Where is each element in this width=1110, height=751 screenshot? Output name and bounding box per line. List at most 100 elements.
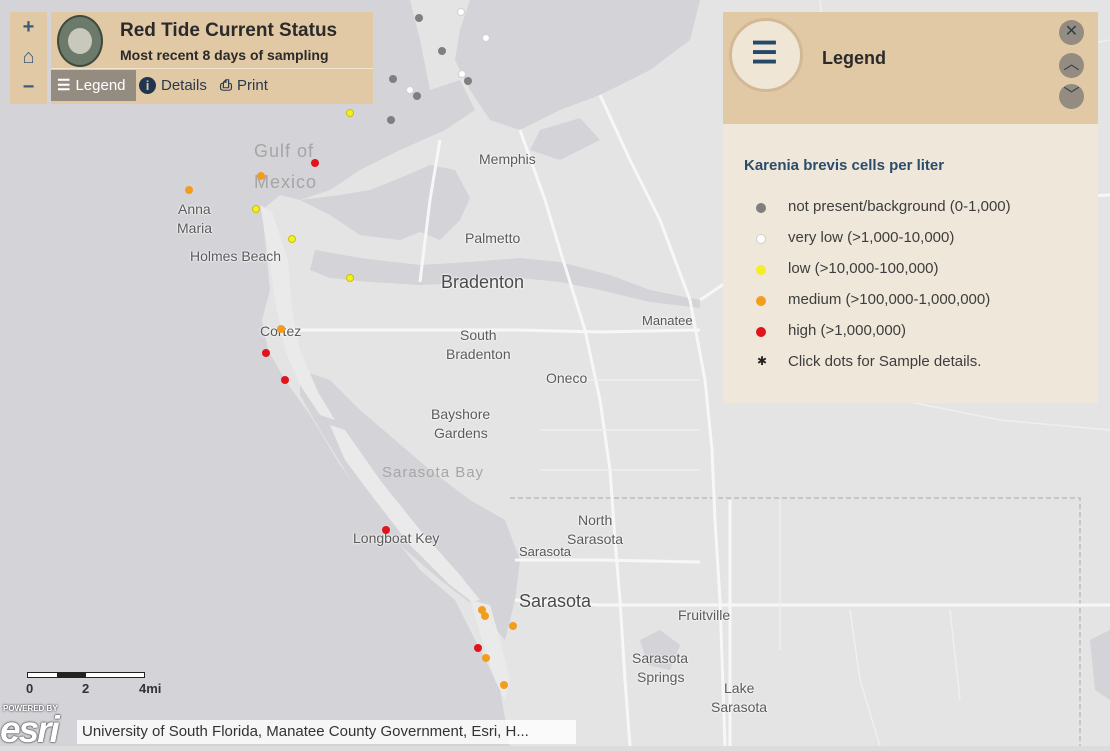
info-icon: i: [139, 77, 156, 94]
sample-dot-not-present[interactable]: [438, 47, 446, 55]
sample-dot-low[interactable]: [288, 235, 296, 243]
sample-dot-medium[interactable]: [185, 186, 193, 194]
label-fruitville: Fruitville: [678, 607, 731, 623]
legend-list-icon: ☰: [729, 18, 803, 92]
sample-dot-very-low[interactable]: [482, 34, 490, 42]
sample-dot-not-present[interactable]: [464, 77, 472, 85]
label-sarasota-bay: Sarasota Bay: [382, 464, 485, 481]
sample-dot-high[interactable]: [474, 644, 482, 652]
label-gulf: Gulf of: [254, 141, 315, 161]
label-oneco: Oneco: [546, 370, 588, 386]
details-button[interactable]: i Details: [139, 70, 207, 101]
sample-dot-high[interactable]: [262, 349, 270, 357]
legend-item-label: low (>10,000-100,000): [788, 260, 939, 277]
sample-dot-medium[interactable]: [257, 172, 265, 180]
sample-dot-medium[interactable]: [277, 325, 285, 333]
print-label: Print: [237, 77, 268, 94]
anna-maria-island: [260, 205, 335, 420]
legend-header: ☰ Legend ✕ ︿ ﹀: [723, 12, 1098, 124]
app-title: Red Tide Current Status: [120, 20, 338, 41]
lake: [640, 630, 680, 670]
app-subtitle: Most recent 8 days of sampling: [120, 47, 329, 63]
legend-title: Legend: [822, 48, 887, 68]
legend-item-label: not present/background (0-1,000): [788, 198, 1011, 215]
scale-label-4mi: 4mi: [139, 681, 162, 696]
esri-logo[interactable]: POWERED BY esri: [0, 703, 76, 750]
label-south-bradenton-2: Bradenton: [446, 346, 511, 362]
print-button[interactable]: ⎙ Print: [220, 70, 268, 101]
sample-dot-low[interactable]: [252, 205, 260, 213]
legend-swatch: [756, 203, 766, 213]
title-panel: Red Tide Current Status Most recent 8 da…: [51, 12, 373, 104]
label-sarasota: Sarasota: [519, 591, 592, 611]
sample-dot-very-low[interactable]: [458, 70, 466, 78]
sample-dot-not-present[interactable]: [387, 116, 395, 124]
zoom-control: + ⌂ −: [10, 12, 47, 104]
creek-water: [530, 118, 600, 160]
sample-dot-not-present[interactable]: [415, 14, 423, 22]
sarasota-bay-water: [300, 370, 520, 640]
legend-swatch: [756, 327, 766, 337]
legend-toggle-button[interactable]: ☰ Legend: [51, 70, 136, 101]
chevron-up-icon[interactable]: ︿: [1059, 53, 1084, 78]
scale-label-0: 0: [26, 681, 34, 696]
close-icon[interactable]: ✕: [1059, 20, 1084, 45]
label-lake-sarasota-2: Sarasota: [711, 699, 768, 715]
zoom-out-button[interactable]: −: [22, 76, 35, 98]
sample-dot-very-low[interactable]: [457, 8, 465, 16]
manatee-river: [310, 250, 700, 308]
legend-item-label: very low (>1,000-10,000): [788, 229, 955, 246]
sample-dot-high[interactable]: [382, 526, 390, 534]
label-south-bradenton-1: South: [460, 327, 497, 343]
zoom-in-button[interactable]: +: [22, 16, 35, 38]
legend-heading: Karenia brevis cells per liter: [744, 157, 945, 174]
sample-dot-high[interactable]: [281, 376, 289, 384]
sample-dot-very-low[interactable]: [406, 86, 414, 94]
lake: [1090, 630, 1110, 700]
county-boundary: [510, 497, 1081, 746]
divider: [51, 68, 373, 69]
legend-swatch: [756, 265, 766, 275]
label-sarasota-springs-1: Sarasota: [632, 650, 689, 666]
scale-label-2: 2: [82, 681, 90, 696]
legend-toggle-label: Legend: [75, 77, 126, 94]
label-north-sarasota-2: Sarasota: [567, 531, 624, 547]
sample-dot-medium[interactable]: [500, 681, 508, 689]
label-manatee: Manatee: [642, 313, 693, 328]
lido-key-island: [470, 600, 510, 700]
sample-dot-medium[interactable]: [482, 654, 490, 662]
legend-panel: ☰ Legend ✕ ︿ ﹀ Karenia brevis cells per …: [723, 12, 1098, 403]
sample-dot-low[interactable]: [346, 109, 354, 117]
legend-swatch: [756, 296, 766, 306]
sample-dot-medium[interactable]: [481, 612, 489, 620]
esri-wordmark: esri: [0, 709, 60, 750]
label-longboat-key: Longboat Key: [353, 530, 440, 546]
sample-dot-high[interactable]: [311, 159, 319, 167]
sample-dot-low[interactable]: [346, 274, 354, 282]
label-north-sarasota-1: North: [578, 512, 613, 528]
sample-dot-medium[interactable]: [478, 606, 486, 614]
tampa-bay-water: [455, 0, 700, 130]
sample-dot-not-present[interactable]: [413, 92, 421, 100]
list-icon: ☰: [57, 77, 71, 94]
details-label: Details: [161, 77, 207, 94]
legend-swatch: [756, 234, 766, 244]
label-bradenton: Bradenton: [441, 272, 525, 292]
asterisk-icon: ✱: [757, 354, 768, 368]
label-lake-sarasota-1: Lake: [724, 680, 755, 696]
label-sarasota-springs-2: Springs: [637, 669, 685, 685]
attribution[interactable]: University of South Florida, Manatee Cou…: [77, 720, 576, 744]
chevron-down-icon[interactable]: ﹀: [1059, 84, 1084, 109]
sample-dot-medium[interactable]: [509, 622, 517, 630]
label-memphis: Memphis: [479, 151, 536, 167]
label-mexico: Mexico: [254, 172, 318, 192]
longboat-key-island: [330, 425, 480, 602]
home-button[interactable]: ⌂: [22, 46, 35, 68]
label-holmes-beach: Holmes Beach: [190, 248, 282, 264]
printer-icon: ⎙: [220, 77, 233, 94]
label-palmetto: Palmetto: [465, 230, 521, 246]
county-seal-logo: [57, 15, 103, 67]
sample-dot-not-present[interactable]: [389, 75, 397, 83]
scale-bar: [27, 672, 145, 678]
